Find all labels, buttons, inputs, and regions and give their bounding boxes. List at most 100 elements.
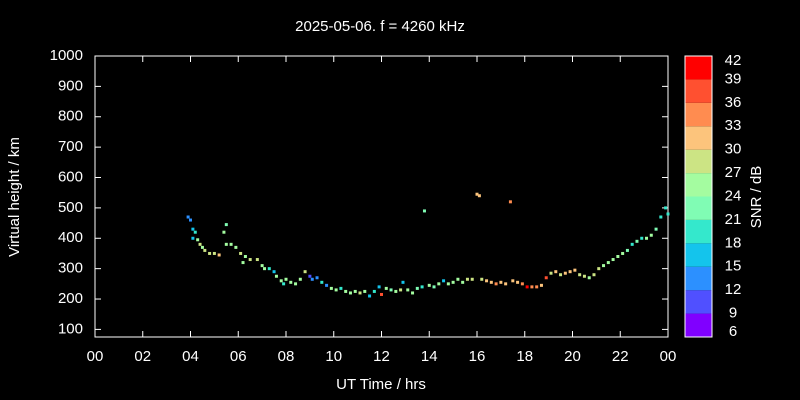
point (415, 286, 419, 290)
y-tick-label: 600 (58, 168, 83, 185)
point (406, 288, 410, 292)
colorbar-tick-label: 15 (725, 258, 742, 275)
colorbar-tick-label: 6 (729, 323, 737, 340)
point (380, 292, 383, 296)
point (422, 209, 426, 213)
point (241, 261, 245, 265)
point (499, 280, 503, 284)
point (563, 271, 567, 275)
point (217, 253, 221, 257)
x-tick-label: 06 (230, 348, 247, 365)
x-tick-label: 20 (564, 348, 581, 365)
point (549, 271, 553, 275)
point (308, 274, 312, 278)
point (480, 277, 484, 281)
y-tick-label: 200 (58, 290, 83, 307)
point (597, 267, 601, 271)
colorbar-band (685, 79, 712, 103)
point (602, 264, 606, 268)
y-axis-label: Virtual height / km (6, 137, 23, 257)
point (191, 236, 195, 240)
point (582, 274, 586, 278)
point (645, 236, 649, 240)
point (544, 276, 548, 280)
y-tick-label: 300 (58, 260, 83, 277)
colorbar-band (685, 56, 712, 80)
point (525, 285, 529, 289)
point (325, 283, 329, 287)
point (363, 289, 367, 293)
colorbar-tick-label: 42 (725, 52, 742, 69)
point (284, 277, 288, 281)
point (554, 270, 558, 274)
point (310, 277, 314, 281)
point (267, 267, 271, 271)
point (606, 261, 610, 265)
plot-frame (94, 55, 669, 338)
colorbar-tick-label: 18 (725, 234, 742, 251)
point (196, 238, 200, 242)
point (451, 280, 455, 284)
point (611, 258, 615, 262)
point (559, 273, 563, 277)
point (224, 223, 228, 227)
x-tick-label: 10 (325, 348, 342, 365)
point (282, 282, 286, 286)
y-tick-label: 400 (58, 229, 83, 246)
point (274, 274, 278, 278)
point (508, 200, 512, 204)
colorbar-band (685, 173, 712, 197)
point (189, 218, 192, 222)
colorbar-band (685, 313, 712, 337)
point (411, 291, 415, 295)
colorbar-tick-label: 27 (725, 164, 742, 181)
point (401, 280, 405, 284)
point (368, 294, 372, 298)
point (592, 273, 596, 277)
point (470, 277, 474, 281)
point (243, 254, 247, 258)
point (260, 264, 264, 268)
point (465, 277, 469, 281)
point (272, 270, 276, 274)
point (394, 289, 398, 293)
point (432, 285, 436, 289)
point (298, 277, 302, 281)
point (649, 233, 653, 237)
point (224, 242, 228, 246)
point (377, 285, 381, 289)
point (568, 270, 572, 274)
point (239, 251, 243, 255)
colorbar-tick-label: 21 (725, 211, 742, 228)
x-axis-label: UT Time / hrs (336, 376, 426, 393)
point (320, 280, 324, 284)
point (203, 248, 207, 252)
point (255, 258, 259, 262)
point (329, 286, 333, 290)
colorbar-band (685, 290, 712, 314)
point (654, 227, 658, 231)
point (353, 289, 357, 293)
point (625, 248, 629, 252)
point (511, 279, 515, 283)
point (193, 230, 197, 234)
colorbar-band (685, 243, 712, 267)
colorbar-frame (684, 55, 713, 338)
x-tick-label: 22 (612, 348, 629, 365)
point (442, 279, 446, 283)
chart-title: 2025-05-06. f = 4260 kHz (295, 18, 465, 35)
point (456, 277, 460, 281)
point (578, 273, 582, 277)
point (191, 227, 195, 231)
point (485, 279, 489, 283)
point (315, 276, 319, 280)
colorbar-tick-label: 33 (725, 117, 742, 134)
point (372, 289, 376, 293)
colorbar-tick-label: 12 (725, 281, 742, 298)
colorbar-band (685, 219, 712, 244)
x-tick-label: 00 (87, 348, 104, 365)
point (494, 282, 498, 286)
